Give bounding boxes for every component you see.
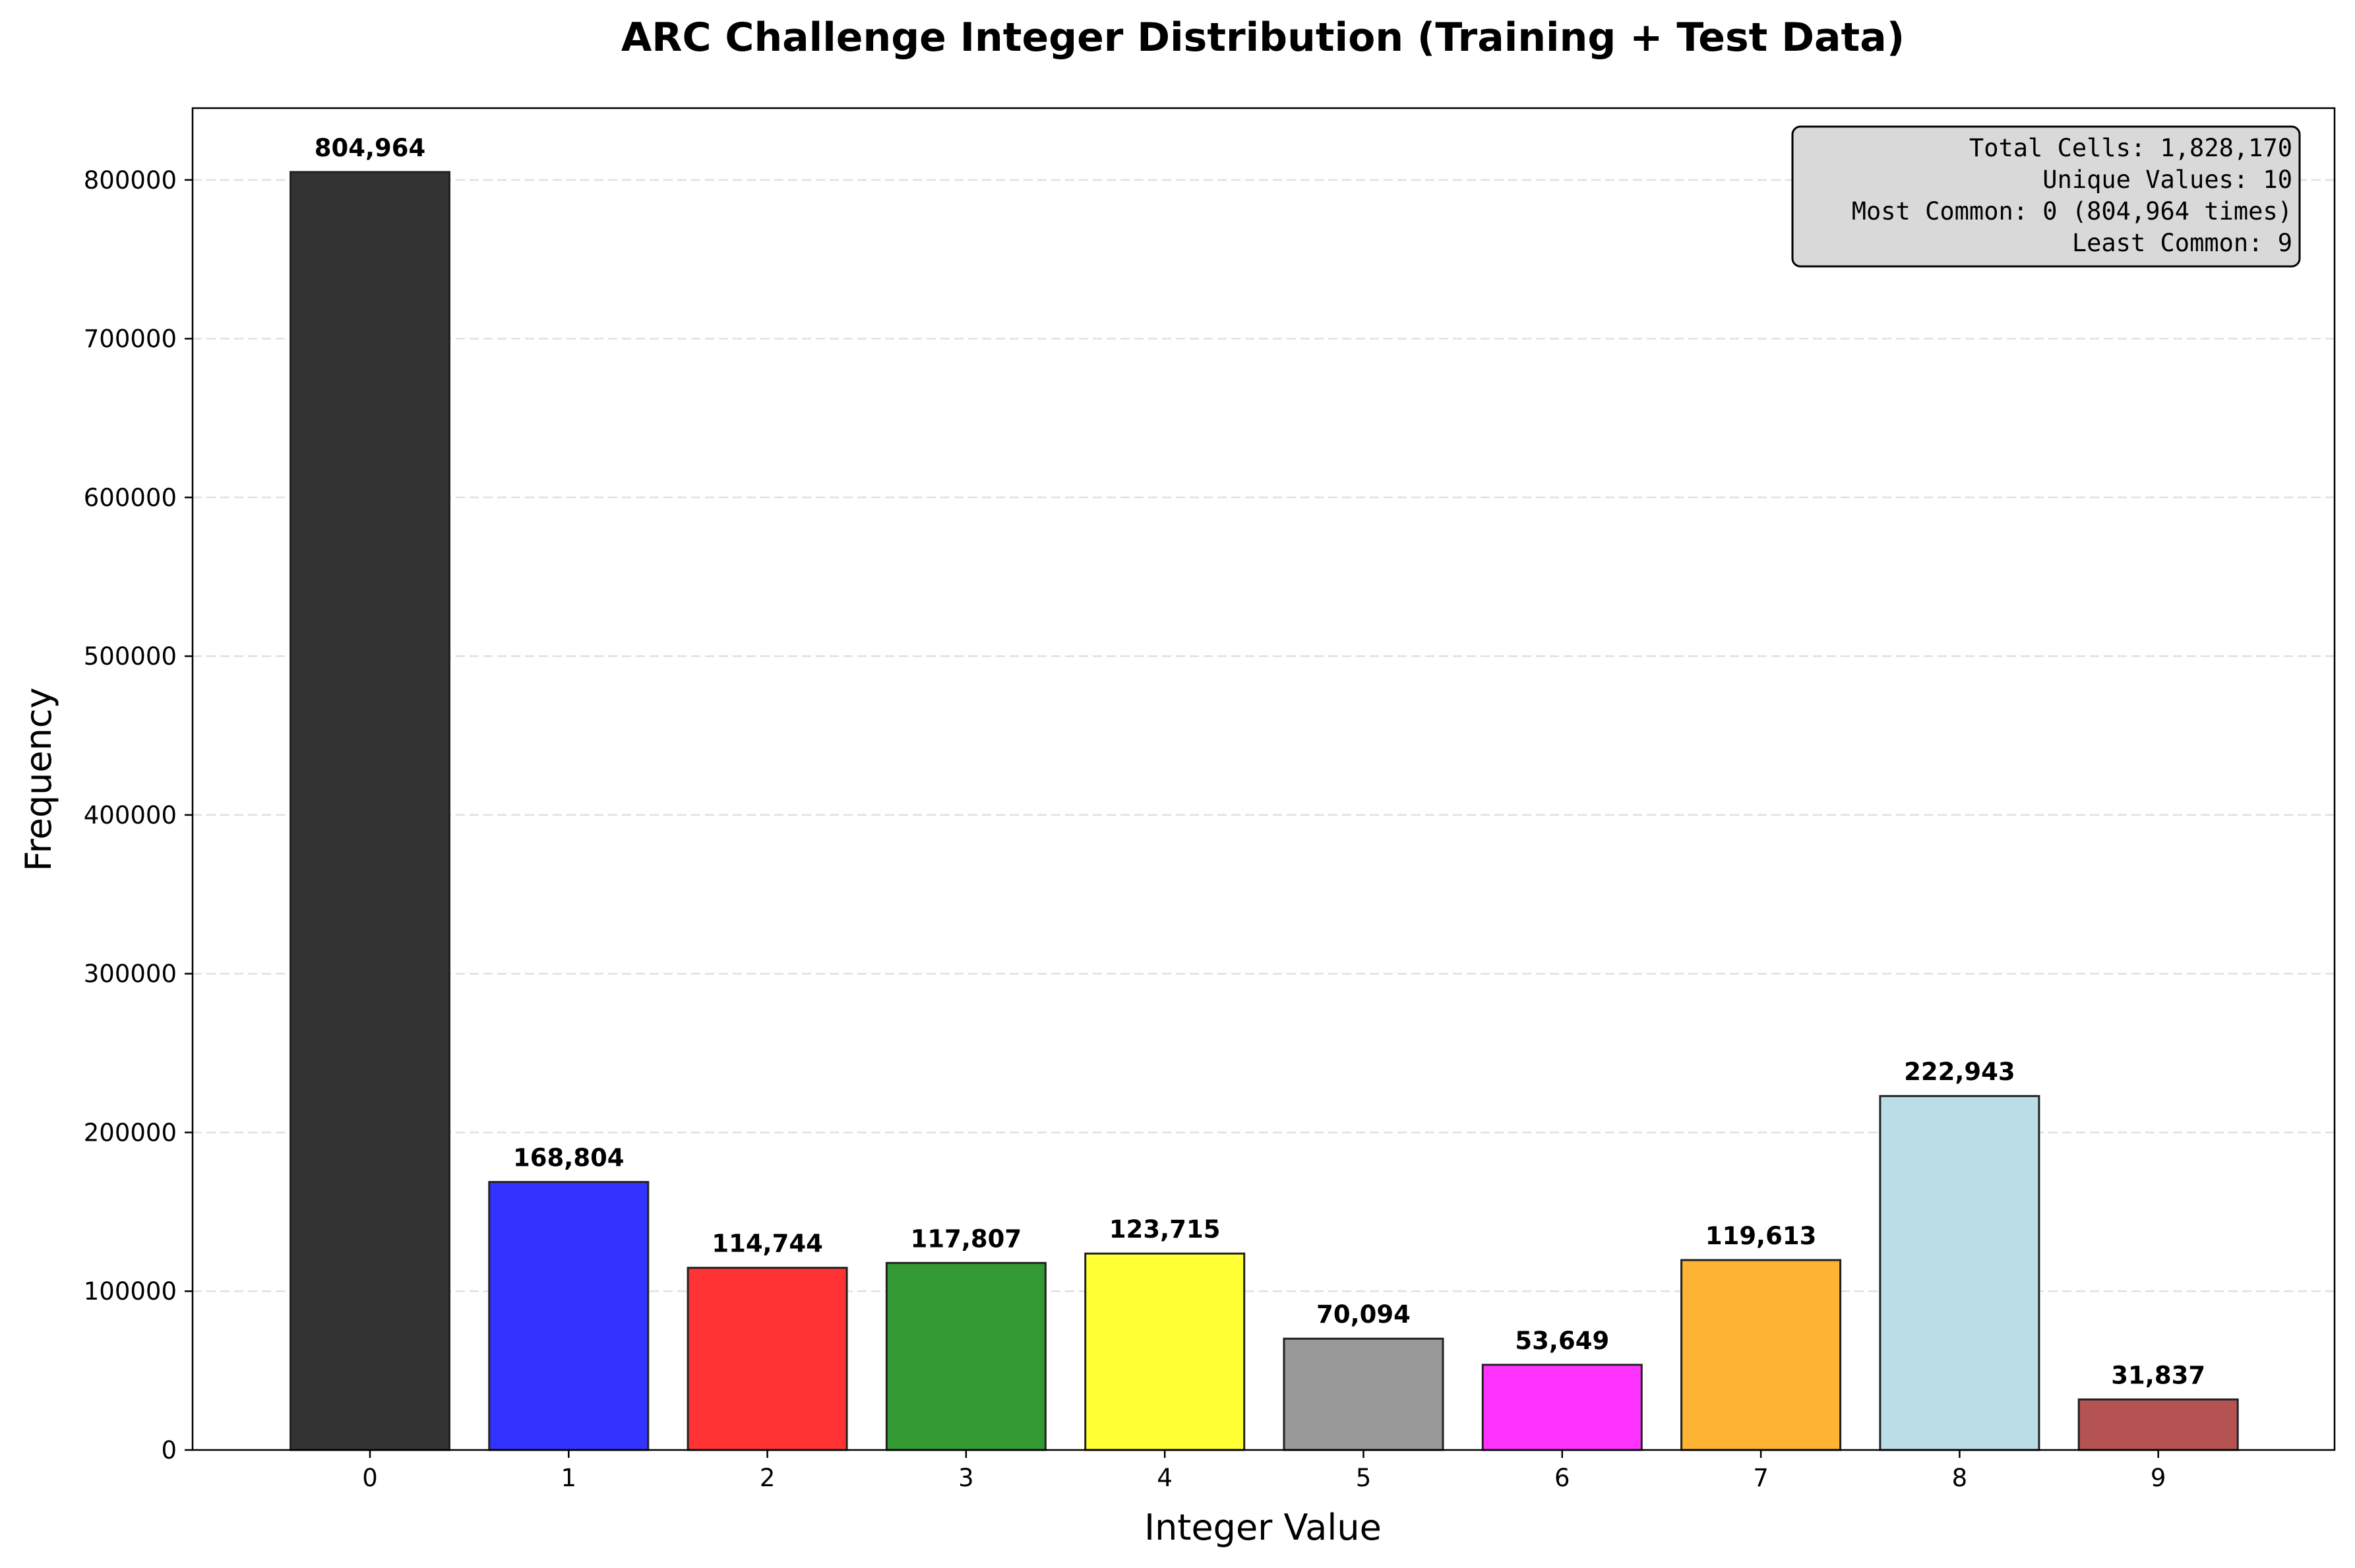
x-tick-label: 2: [760, 1464, 776, 1492]
y-tick-label: 200000: [84, 1118, 177, 1147]
bar-4: [1084, 1252, 1246, 1451]
x-tick-label: 0: [362, 1464, 378, 1492]
bar-value-label-1: 168,804: [513, 1144, 625, 1172]
x-tick-label: 7: [1753, 1464, 1769, 1492]
bar-value-label-0: 804,964: [315, 134, 426, 162]
y-tick-label: 100000: [84, 1277, 177, 1306]
bar-value-label-4: 123,715: [1109, 1215, 1221, 1244]
bar-6: [1481, 1364, 1643, 1451]
x-tick-label: 4: [1157, 1464, 1173, 1492]
bar-2: [687, 1267, 848, 1451]
x-tick-label: 9: [2151, 1464, 2166, 1492]
info-box: Total Cells: 1,828,170 Unique Values: 10…: [1791, 125, 2301, 268]
y-tick-label: 300000: [84, 960, 177, 988]
x-axis-ticks: 0 1 2 3 4 5 6 7 8 9: [362, 1450, 2166, 1492]
bar-1: [488, 1181, 650, 1451]
y-tick-label: 600000: [84, 483, 177, 512]
x-tick-label: 8: [1952, 1464, 1968, 1492]
bar-0: [290, 171, 450, 1451]
bar-value-label-7: 119,613: [1705, 1222, 1817, 1250]
y-tick-label: 400000: [84, 801, 177, 829]
y-tick-label: 800000: [84, 166, 177, 195]
bar-9: [2077, 1398, 2239, 1451]
bar-value-label-3: 117,807: [911, 1224, 1022, 1253]
info-least-common: Least Common: 9: [2072, 229, 2292, 257]
grid-layer: [193, 179, 2335, 1292]
bar-value-label-8: 222,943: [1904, 1058, 2015, 1086]
bar-labels-layer: 804,964 168,804 114,744 117,807 123,715 70,09…: [315, 134, 2205, 1389]
y-tick-label: 0: [161, 1436, 177, 1464]
plot-frame: [191, 107, 2336, 1451]
info-box-frame: [1791, 125, 2301, 268]
y-axis-label: Frequency: [18, 688, 59, 872]
x-axis-label: Integer Value: [1144, 1507, 1382, 1548]
info-total-cells: Total Cells: 1,828,170: [1969, 134, 2292, 162]
info-most-common: Most Common: 0 (804,964 times): [1852, 197, 2292, 226]
chart-title: ARC Challenge Integer Distribution (Trai…: [621, 15, 1905, 61]
x-tick-label: 6: [1554, 1464, 1570, 1492]
x-tick-label: 1: [561, 1464, 577, 1492]
bar-value-label-2: 114,744: [712, 1230, 823, 1258]
info-unique-values: Unique Values: 10: [2042, 166, 2292, 194]
x-tick-label: 5: [1356, 1464, 1372, 1492]
bar-3: [885, 1261, 1047, 1451]
y-tick-label: 700000: [84, 325, 177, 353]
x-tick-label: 3: [958, 1464, 974, 1492]
bar-5: [1283, 1337, 1444, 1451]
y-tick-label: 500000: [84, 642, 177, 671]
y-axis-ticks: 0 100000 200000 300000 400000 500000 600000 700…: [84, 166, 193, 1464]
bar-8: [1879, 1095, 2040, 1451]
bar-7: [1680, 1259, 1842, 1451]
bar-value-label-9: 31,837: [2111, 1361, 2205, 1389]
bar-value-label-5: 70,094: [1316, 1300, 1411, 1329]
bar-value-label-6: 53,649: [1515, 1327, 1609, 1355]
